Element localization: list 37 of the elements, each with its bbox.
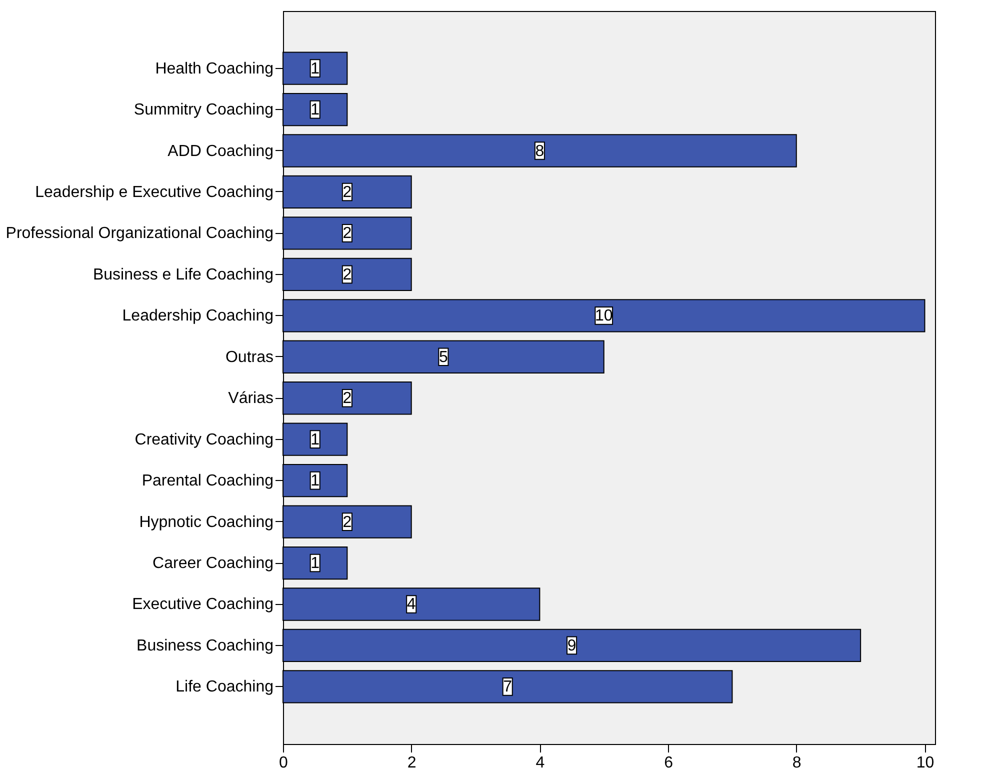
data-label: 1	[310, 102, 320, 119]
y-tick-label: Várias	[228, 390, 274, 408]
y-tick-label: Professional Organizational Coaching	[6, 225, 274, 242]
y-tick-label: Business e Life Coaching	[92, 266, 274, 284]
y-tick-label: Outras	[225, 348, 274, 366]
y-tick-label: Executive Coaching	[132, 596, 274, 614]
y-tick-label: Health Coaching	[155, 60, 274, 78]
y-tick-label: Life Coaching	[176, 678, 274, 696]
y-tick-label: Summitry Coaching	[134, 102, 274, 119]
y-tick-label: Leadership Coaching	[122, 308, 274, 325]
y-tick-label: Business Coaching	[136, 637, 274, 654]
y-tick-label: Parental Coaching	[142, 472, 274, 490]
data-label: 1	[310, 60, 320, 78]
data-label: 4	[406, 596, 416, 614]
data-label: 2	[342, 184, 352, 201]
x-tick-label: 4	[536, 754, 545, 772]
data-label: 7	[503, 678, 512, 696]
y-tick-label: Hypnotic Coaching	[139, 514, 274, 531]
y-tick-label: Leadership e Executive Coaching	[35, 184, 274, 201]
data-label: 1	[310, 555, 320, 572]
y-tick-label: Creativity Coaching	[134, 431, 274, 448]
data-label: 1	[310, 431, 320, 448]
data-label: 8	[535, 142, 544, 160]
data-label: 9	[567, 637, 576, 654]
x-tick-label: 10	[916, 754, 934, 772]
data-label: 2	[342, 514, 352, 531]
x-tick-label: 6	[664, 754, 674, 772]
x-tick-label: 8	[792, 754, 802, 772]
x-tick-label: 2	[407, 754, 416, 772]
y-tick-label: ADD Coaching	[168, 142, 274, 160]
x-tick-label: 0	[279, 754, 288, 772]
data-label: 2	[342, 225, 352, 242]
data-label: 1	[310, 472, 320, 490]
data-label: 5	[438, 348, 448, 366]
data-label: 2	[342, 390, 352, 408]
y-tick-label: Career Coaching	[152, 555, 274, 572]
data-label: 2	[342, 266, 352, 284]
